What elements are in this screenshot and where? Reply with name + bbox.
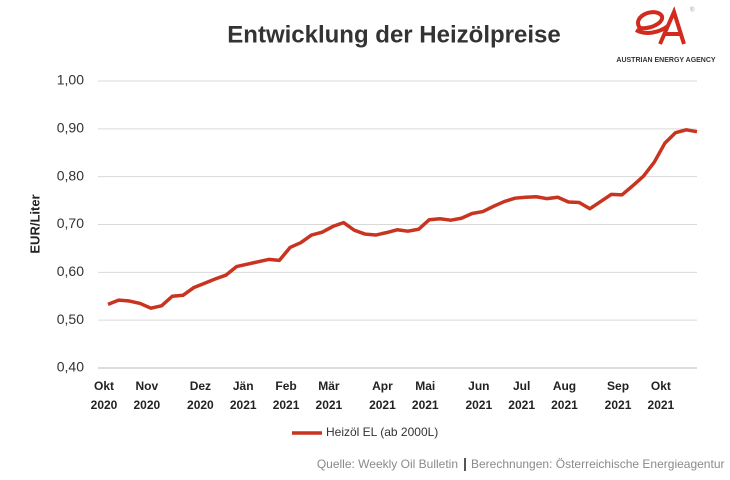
x-tick-label: Okt 2020 [91, 379, 118, 412]
logo: ® AUSTRIAN ENERGY AGENCY [616, 6, 716, 64]
y-tick-label: 0,90 [57, 120, 84, 136]
line [107, 128, 698, 310]
chart-title: Entwicklung der Heizölpreise [227, 21, 560, 48]
y-tick-label: 0,70 [57, 215, 84, 231]
y-tick-label: 0,80 [57, 167, 84, 183]
x-tick-label: Mär 2021 [316, 379, 343, 412]
x-tick-label: Dez 2020 [187, 379, 214, 412]
x-tick-label: Nov 2020 [133, 379, 160, 412]
x-tick-label: Apr 2021 [369, 379, 396, 412]
y-tick-label: 1,00 [57, 72, 84, 88]
separator [464, 458, 466, 471]
y-tick-label: 0,40 [57, 359, 84, 375]
x-tick-label: Okt 2021 [648, 379, 675, 412]
x-tick-label: Jän 2021 [230, 379, 257, 412]
source: Quelle: Weekly Oil Bulletin [317, 457, 458, 471]
logo-text: AUSTRIAN ENERGY AGENCY [616, 57, 716, 64]
legend-label: Heizöl EL (ab 2000L) [326, 425, 438, 439]
x-tick-label: Jul 2021 [508, 379, 535, 412]
x-tick-label: Aug 2021 [551, 379, 578, 412]
x-tick-label: Jun 2021 [465, 379, 492, 412]
x-tick-label: Sep 2021 [605, 379, 632, 412]
x-tick-label: Feb 2021 [273, 379, 300, 412]
y-tick-label: 0,50 [57, 311, 84, 327]
x-tick-label: Mai 2021 [412, 379, 439, 412]
source-2: Berechnungen: Österreichische Energieage… [471, 457, 725, 471]
logo-mark: ® [690, 7, 695, 14]
y-tick-label: 0,60 [57, 263, 84, 279]
y-axis-label: EUR/Liter [27, 194, 42, 253]
